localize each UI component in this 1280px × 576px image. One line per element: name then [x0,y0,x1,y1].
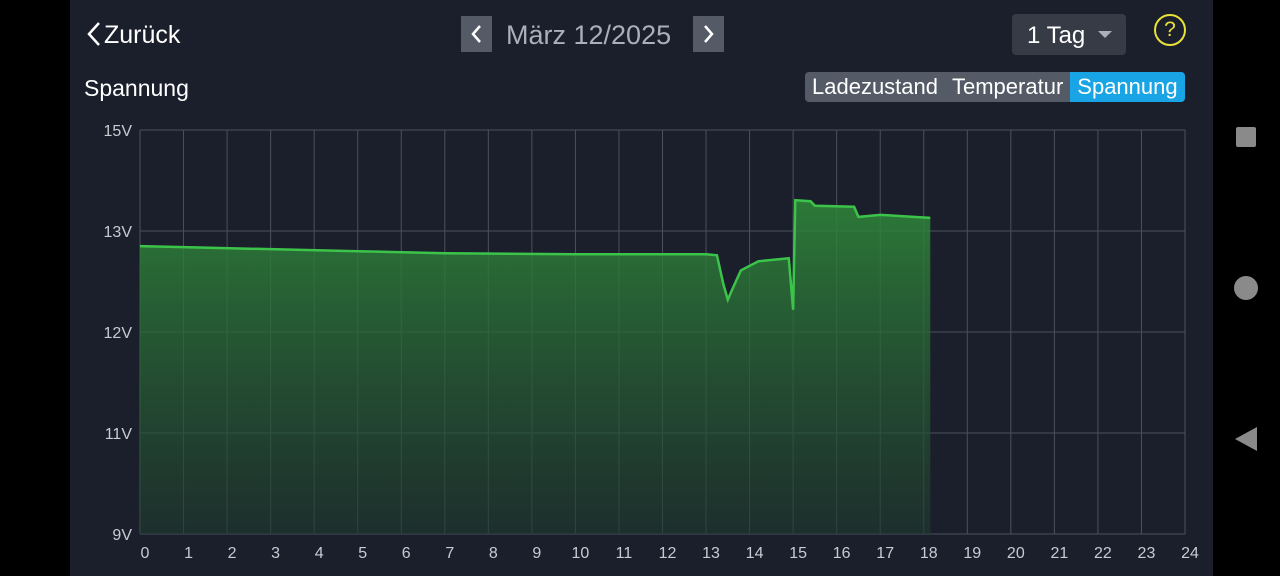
x-tick-label: 20 [1007,545,1025,562]
x-tick-label: 18 [920,545,938,562]
range-select[interactable]: 1 Tag [1012,14,1126,55]
x-tick-label: 21 [1050,545,1068,562]
x-tick-label: 2 [228,545,237,562]
x-tick-label: 15 [789,545,807,562]
dropdown-icon [1098,31,1112,38]
x-tick-label: 22 [1094,545,1112,562]
chart-title: Spannung [84,75,189,101]
back-label: Zurück [104,21,181,49]
x-tick-label: 5 [358,545,367,562]
tab[interactable]: Ladezustand [812,74,938,99]
x-tick-label: 13 [702,545,720,562]
line [139,198,931,310]
x-tick-label: 16 [833,545,851,562]
x-tick-label: 6 [402,545,411,562]
x-tick-label: 17 [876,545,894,562]
x-tick-label: 4 [315,545,324,562]
tab[interactable]: Spannung [1070,72,1185,102]
x-tick-label: 11 [616,545,633,562]
x-tick-label: 10 [572,545,590,562]
help-button[interactable]: ? [1154,14,1186,46]
y-tick-label: 9V [112,527,132,544]
tab-bar: Ladezustand Temperatur Spannung [805,72,1185,102]
nav-recent[interactable] [1236,127,1256,147]
y-tick-label: 11V [105,426,133,443]
back-icon [87,22,100,46]
x-tick-label: 0 [141,545,150,562]
back-button[interactable]: Zurück [84,20,180,50]
app: Zurück März 12/2025 1 Tag ? Spannung Lad… [70,0,1213,576]
x-tick-label: 14 [746,545,764,562]
date-label: März 12/2025 [506,20,672,50]
prev-day[interactable] [461,16,492,52]
prev-icon [471,25,481,43]
y-tick-label: 12V [104,325,133,342]
x-tick-label: 23 [1138,545,1156,562]
x-tick-label: 8 [489,545,498,562]
nav-home[interactable] [1234,276,1258,300]
x-tick-label: 24 [1181,545,1199,562]
nav-back[interactable] [1235,427,1257,451]
tab[interactable]: Temperatur [952,74,1064,99]
x-tick-label: 3 [271,545,280,562]
x-tick-label: 1 [184,545,193,562]
y-tick-label: 15V [104,123,133,140]
x-tick-label: 7 [445,545,454,562]
x-tick-label: 12 [659,545,677,562]
next-icon [704,25,714,43]
range-label: 1 Tag [1027,22,1086,49]
x-tick-label: 9 [532,545,541,562]
area [140,200,931,534]
next-day[interactable] [693,16,724,52]
x-tick-label: 19 [963,545,981,562]
y-tick-label: 13V [104,224,133,241]
